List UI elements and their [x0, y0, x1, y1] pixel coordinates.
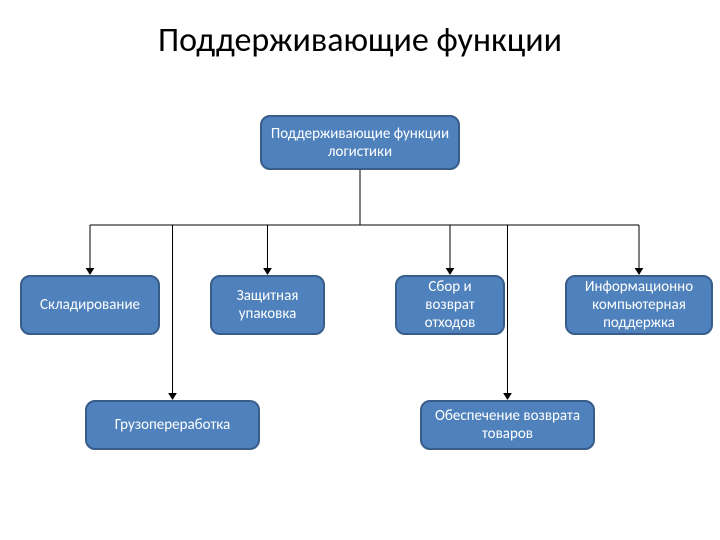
- node-root: Поддерживающие функции логистики: [260, 115, 460, 170]
- node-label: Информационно компьютерная поддержка: [573, 278, 705, 332]
- node-n4: Информационно компьютерная поддержка: [565, 275, 713, 335]
- node-n2: Защитная упаковка: [210, 275, 325, 335]
- node-label: Сбор и возврат отходов: [403, 278, 497, 332]
- node-n5: Грузопереработка: [85, 400, 260, 450]
- connectors: [0, 0, 720, 540]
- node-label: Поддерживающие функции логистики: [268, 125, 452, 161]
- node-n6: Обеспечение возврата товаров: [420, 400, 595, 450]
- node-label: Складирование: [40, 296, 140, 314]
- node-label: Грузопереработка: [115, 416, 230, 434]
- node-n3: Сбор и возврат отходов: [395, 275, 505, 335]
- node-n1: Складирование: [20, 275, 160, 335]
- node-label: Защитная упаковка: [218, 287, 317, 323]
- node-label: Обеспечение возврата товаров: [428, 407, 587, 443]
- page-title: Поддерживающие функции: [0, 20, 720, 61]
